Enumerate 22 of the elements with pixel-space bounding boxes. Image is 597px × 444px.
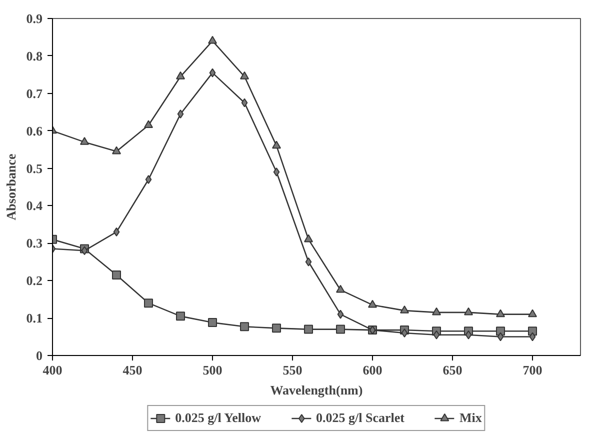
x-tick-label: 500: [202, 362, 222, 378]
x-tick-label: 700: [522, 362, 542, 378]
x-tick-label: 650: [442, 362, 462, 378]
y-axis-title: Absorbance: [3, 154, 18, 220]
y-tick-label: 0.9: [26, 11, 43, 26]
y-tick-label: 0.6: [26, 123, 43, 138]
legend-label: 0.025 g/l Yellow: [175, 410, 261, 426]
x-tick-label: 450: [122, 362, 142, 378]
x-tick-label: 550: [282, 362, 302, 378]
legend-label: Mix: [459, 410, 482, 426]
legend-label: 0.025 g/l Scarlet: [316, 410, 404, 426]
y-tick-label: 0.5: [26, 160, 43, 176]
x-axis-title: Wavelength(nm): [270, 382, 363, 398]
y-tick-label: 0.4: [26, 198, 43, 214]
y-tick-label: 0.7: [26, 86, 43, 101]
y-tick-label: 0: [36, 348, 42, 363]
y-tick-label: 0.2: [26, 273, 42, 288]
y-tick-label: 0.3: [26, 236, 43, 251]
y-tick-label: 0.1: [26, 310, 42, 326]
x-tick-label: 600: [362, 362, 382, 378]
y-tick-label: 0.8: [26, 48, 43, 64]
x-tick-label: 400: [42, 362, 62, 378]
